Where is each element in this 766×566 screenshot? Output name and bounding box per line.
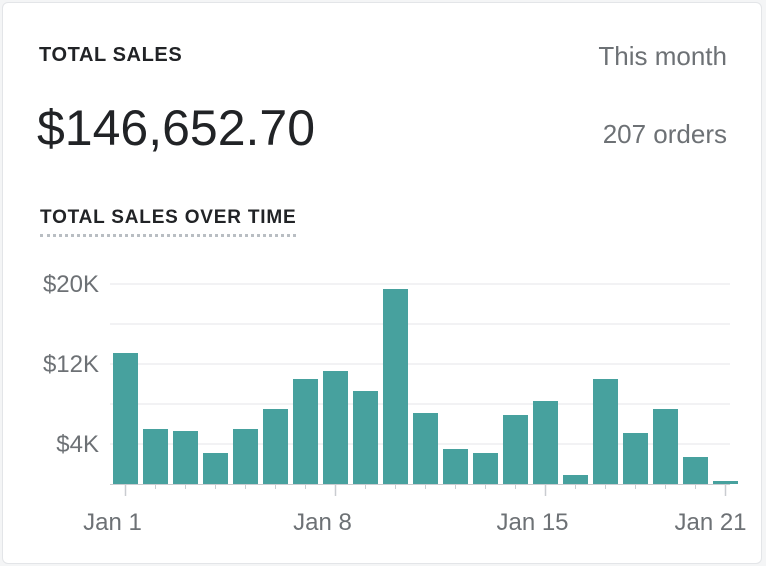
y-tick-label: $4K [56,431,99,458]
bar[interactable] [383,289,408,484]
bar[interactable] [653,409,678,484]
bar[interactable] [233,429,258,484]
bar[interactable] [713,481,738,484]
bar[interactable] [593,379,618,484]
bar[interactable] [263,409,288,484]
x-tick-label: Jan 15 [496,509,568,536]
bar[interactable] [623,433,648,484]
bar[interactable] [143,429,168,484]
total-sales-amount: $146,652.70 [37,100,316,156]
bar[interactable] [563,475,588,484]
period-selector[interactable]: This month [598,41,727,71]
bar[interactable] [173,431,198,484]
bar[interactable] [203,453,228,484]
y-tick-label: $12K [43,351,99,378]
bar[interactable] [323,371,348,484]
bar[interactable] [473,453,498,484]
bar[interactable] [503,415,528,484]
bar[interactable] [353,391,378,484]
bar[interactable] [533,401,558,484]
bar[interactable] [413,413,438,484]
orders-count: 207 orders [602,119,727,149]
bar[interactable] [293,379,318,484]
bar[interactable] [443,449,468,484]
chart-title[interactable]: TOTAL SALES OVER TIME [40,207,297,237]
y-tick-label: $20K [43,271,99,298]
x-tick-label: Jan 8 [293,509,352,536]
x-tick-label: Jan 1 [83,509,142,536]
x-tick-label: Jan 21 [674,509,746,536]
bar[interactable] [683,457,708,484]
card-title: TOTAL SALES [39,44,183,66]
bar[interactable] [113,353,138,484]
